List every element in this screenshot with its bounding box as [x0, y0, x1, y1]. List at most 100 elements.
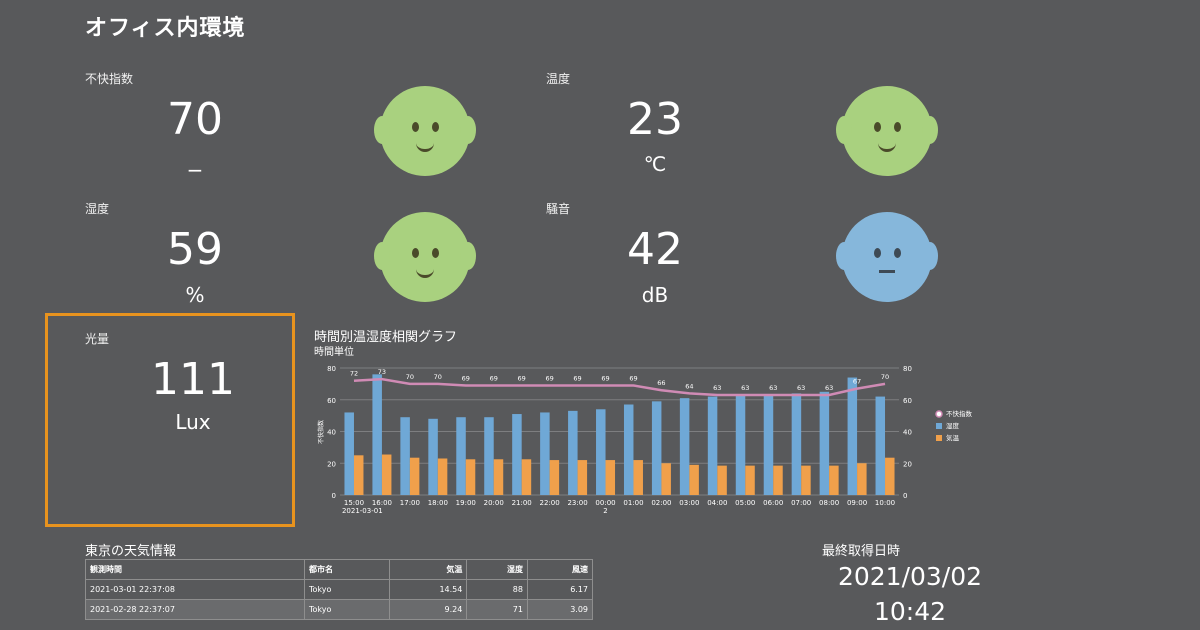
y2-tick-label: 40 [903, 429, 912, 437]
data-label: 67 [853, 378, 861, 386]
bar-humidity [791, 393, 802, 495]
bar-humidity [679, 398, 690, 495]
x-tick-label: 04:00 [707, 499, 727, 507]
noise-value: 42 [627, 224, 683, 275]
bar-humidity [344, 412, 354, 495]
bar-humidity [400, 417, 410, 495]
column-header[interactable]: 風速 [526, 559, 594, 580]
x-tick-label: 22:00 [540, 499, 560, 507]
table-cell: 2021-02-28 22:37:07 [85, 599, 305, 620]
light-panel[interactable] [45, 313, 295, 527]
temperature-unit: ℃ [643, 152, 667, 176]
x-tick-label: 18:00 [428, 499, 448, 507]
humidity-label: 湿度 [85, 202, 110, 216]
light-value: 111 [151, 354, 235, 405]
column-header[interactable]: 気温 [388, 559, 468, 580]
x-tick-label: 03:00 [679, 499, 699, 507]
bar-humidity [372, 374, 382, 495]
bar-humidity [819, 391, 830, 495]
weather-table: 観測時間 都市名 気温 湿度 風速 2021-03-01 22:37:08 To… [85, 559, 594, 620]
bar-temperature [829, 465, 839, 495]
x-tick-label: 00:00 [595, 499, 615, 507]
discomfort-unit: − [186, 158, 204, 182]
data-label: 72 [350, 370, 358, 378]
y-tick-label: 80 [327, 365, 336, 373]
combo-chart[interactable]: 0 0 20 20 40 40 60 60 80 80 不快指数 15:002021-03-0116:… [314, 358, 986, 528]
table-cell: 71 [466, 599, 528, 620]
bar-temperature [521, 459, 532, 495]
smile-face-icon [374, 86, 476, 176]
temperature-value: 23 [627, 94, 683, 145]
table-cell: Tokyo [304, 599, 390, 620]
data-label: 69 [629, 374, 637, 382]
table-header-row: 観測時間 都市名 気温 湿度 風速 [85, 559, 594, 580]
bar-temperature [605, 460, 616, 495]
data-label: 69 [573, 374, 581, 382]
noise-label: 騒音 [546, 202, 571, 216]
bar-temperature [745, 465, 755, 495]
x-tick-label: 05:00 [735, 499, 755, 507]
discomfort-value: 70 [167, 94, 223, 145]
bar-temperature [661, 463, 671, 495]
data-label: 69 [545, 374, 553, 382]
data-label: 70 [406, 373, 414, 381]
bar-temperature [633, 460, 643, 495]
table-cell: 3.09 [526, 599, 594, 620]
last-fetch-date: 2021/03/02 [837, 562, 983, 591]
data-label: 73 [378, 368, 386, 376]
chart-subtitle: 時間単位 [314, 347, 354, 358]
table-cell: 2021-03-01 22:37:08 [85, 579, 305, 600]
table-cell: 88 [466, 579, 528, 600]
table-row[interactable]: 2021-02-28 22:37:07 Tokyo 9.24 71 3.09 [85, 599, 594, 620]
page-title: オフィス内環境 [85, 16, 246, 41]
last-fetch-time: 10:42 [873, 597, 947, 626]
column-header[interactable]: 観測時間 [85, 559, 305, 580]
y-tick-label: 60 [327, 397, 336, 405]
y-axis-label: 不快指数 [317, 420, 325, 444]
column-header[interactable]: 湿度 [466, 559, 528, 580]
x-tick-label: 16:00 [372, 499, 392, 507]
legend-label: 湿度 [946, 421, 960, 430]
bar-temperature [717, 465, 727, 495]
legend-marker [936, 435, 942, 441]
data-label: 70 [881, 373, 889, 381]
x-tick-label: 2021-03-01 [342, 507, 383, 515]
data-label: 69 [518, 374, 526, 382]
bar-temperature [549, 460, 560, 495]
x-tick-label: 06:00 [763, 499, 783, 507]
bar-humidity [763, 394, 774, 495]
legend-marker [936, 423, 942, 429]
y-tick-label: 20 [327, 460, 336, 468]
bar-temperature [577, 460, 588, 495]
data-label: 63 [741, 384, 749, 392]
bar-temperature [409, 457, 420, 495]
temperature-label: 温度 [546, 72, 571, 86]
data-label: 63 [713, 384, 721, 392]
x-tick-label: 02:00 [651, 499, 671, 507]
bar-temperature [437, 458, 448, 495]
legend-marker [935, 410, 943, 418]
bar-temperature [801, 465, 811, 495]
x-tick-label: 01:00 [623, 499, 643, 507]
table-cell: Tokyo [304, 579, 390, 600]
smile-face-icon [374, 212, 476, 302]
x-tick-label: 19:00 [456, 499, 476, 507]
x-tick-label: 23:00 [567, 499, 587, 507]
bar-temperature [689, 464, 699, 495]
column-header[interactable]: 都市名 [304, 559, 390, 580]
table-cell: 14.54 [388, 579, 468, 600]
x-tick-label: 2 [603, 507, 607, 515]
bar-temperature [353, 455, 364, 495]
bar-humidity [540, 412, 550, 495]
light-label: 光量 [85, 332, 110, 346]
table-row[interactable]: 2021-03-01 22:37:08 Tokyo 14.54 88 6.17 [85, 579, 594, 600]
bar-temperature [773, 465, 783, 495]
bar-humidity [484, 417, 494, 495]
bar-humidity [735, 394, 746, 495]
x-tick-label: 17:00 [400, 499, 420, 507]
chart-title: 時間別温湿度相関グラフ [314, 330, 458, 345]
y2-tick-label: 0 [903, 492, 907, 500]
bar-temperature [381, 454, 392, 495]
x-tick-label: 09:00 [847, 499, 867, 507]
weather-title: 東京の天気情報 [85, 544, 177, 559]
